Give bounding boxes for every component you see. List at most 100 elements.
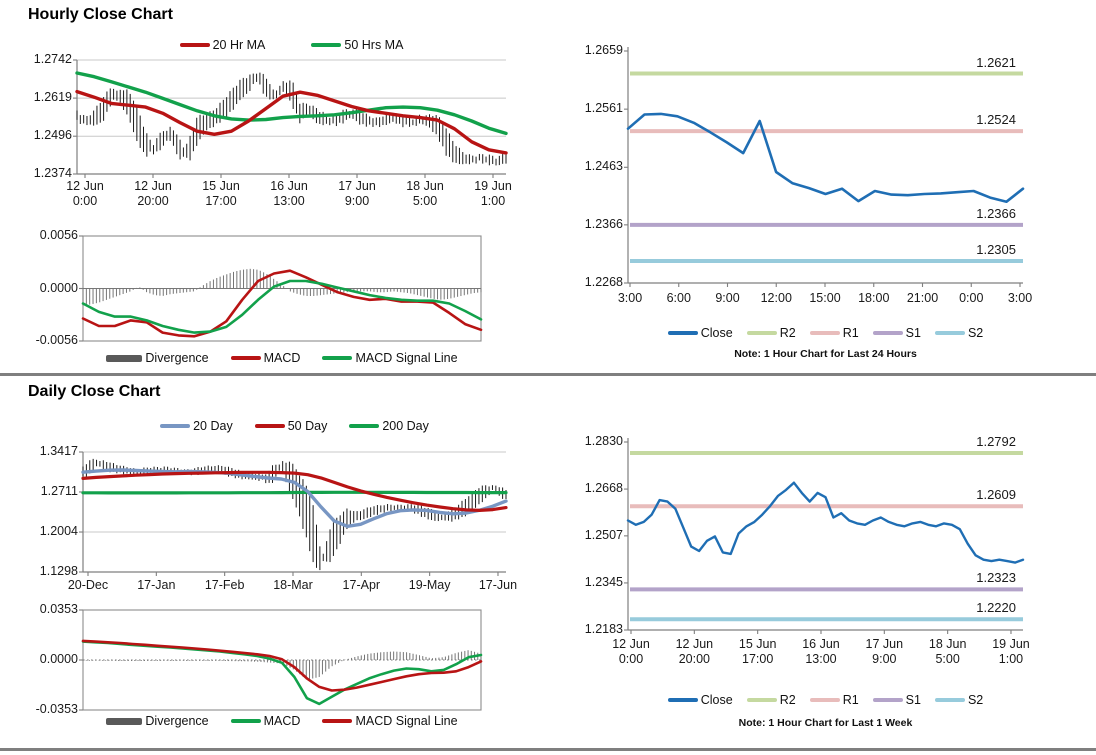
legend-swatch-icon xyxy=(349,424,380,428)
series-200-day xyxy=(81,490,508,495)
y-tick-label: 1.2619 xyxy=(33,90,72,105)
series-50-day xyxy=(81,470,508,512)
y-tick-label: 1.2668 xyxy=(584,481,623,496)
y-tick-label: -0.0353 xyxy=(35,702,78,716)
y-tick-label: 1.2507 xyxy=(584,527,623,542)
x-tick-label: 15 Jun 17:00 xyxy=(202,179,240,208)
legend-label: S1 xyxy=(905,326,921,340)
close_24h-legend: Close R2 R1 S1 S2 xyxy=(628,326,1023,340)
legend-swatch-icon xyxy=(179,43,210,47)
legend-label: MACD Signal Line xyxy=(355,714,458,728)
y-tick-label: 1.2374 xyxy=(33,166,72,180)
level-label-s1: 1.2366 xyxy=(976,205,1016,221)
hourly-section-title: Hourly Close Chart xyxy=(28,6,173,23)
y-tick-label: 0.0000 xyxy=(39,280,78,295)
legend-item-divergence: Divergence xyxy=(106,351,209,365)
level-label-r2: 1.2621 xyxy=(976,54,1016,70)
legend-label: 50 Hrs MA xyxy=(344,38,404,52)
legend-swatch-icon xyxy=(872,698,903,702)
legend-item-r1: R1 xyxy=(809,326,859,340)
series-macd-signal-line xyxy=(81,279,483,334)
x-tick-label: 17-Apr xyxy=(342,578,381,592)
x-tick-label: 3:00 xyxy=(617,291,643,305)
x-tick-label: 19-May xyxy=(408,578,451,592)
x-tick-label: 0:00 xyxy=(959,291,984,305)
x-tick-label: 12 Jun 20:00 xyxy=(134,179,172,208)
legend-swatch-icon xyxy=(934,698,965,702)
level-label-s2: 1.2220 xyxy=(976,600,1016,616)
legend-label: Close xyxy=(700,326,733,340)
series-20-hr-ma xyxy=(75,89,508,155)
y-tick-label: 1.2004 xyxy=(39,524,78,539)
legend-item-s2: S2 xyxy=(934,693,983,707)
x-tick-label: 19 Jun 1:00 xyxy=(992,637,1030,666)
y-tick-label: 1.2463 xyxy=(584,159,623,174)
legend-label: MACD xyxy=(263,714,301,728)
series-macd xyxy=(81,269,483,338)
legend-item-20-hr-ma: 20 Hr MA xyxy=(179,38,266,52)
x-tick-label: 15:00 xyxy=(809,291,841,305)
x-tick-label: 16 Jun 13:00 xyxy=(802,637,840,666)
daily_price-legend: 20 Day 50 Day 200 Day xyxy=(83,419,506,433)
close_week-legend: Close R2 R1 S1 S2 xyxy=(628,693,1023,707)
level-label-r1: 1.2609 xyxy=(976,487,1016,503)
legend-label: 20 Day xyxy=(193,419,233,433)
legend-label: 20 Hr MA xyxy=(212,38,266,52)
x-tick-label: 18 Jun 5:00 xyxy=(406,179,444,208)
x-tick-label: 17-Feb xyxy=(204,578,245,592)
x-tick-label: 12 Jun 0:00 xyxy=(612,637,650,666)
x-tick-label: 12 Jun 0:00 xyxy=(66,179,104,208)
legend-item-s2: S2 xyxy=(934,326,984,340)
legend-swatch-icon xyxy=(809,331,840,335)
y-tick-label: 1.1298 xyxy=(39,564,78,578)
x-tick-label: 18:00 xyxy=(858,291,890,305)
level-label-s1: 1.2323 xyxy=(976,570,1016,586)
legend-item-macd-signal-line: MACD Signal Line xyxy=(322,351,458,365)
legend-label: R2 xyxy=(779,326,796,340)
legend-swatch-icon xyxy=(934,331,965,335)
legend-label: S2 xyxy=(967,326,984,340)
y-tick-label: 1.2366 xyxy=(584,216,623,231)
legend-item-macd-signal-line: MACD Signal Line xyxy=(322,714,458,728)
y-tick-label: 0.0353 xyxy=(39,602,78,616)
note-24h: Note: 1 Hour Chart for Last 24 Hours xyxy=(734,348,917,360)
y-tick-label: 1.3417 xyxy=(39,444,78,458)
legend-swatch-icon xyxy=(322,719,353,723)
legend-item-divergence: Divergence xyxy=(106,714,209,728)
legend-swatch-icon xyxy=(322,356,353,360)
legend-swatch-icon xyxy=(667,331,698,335)
series-macd-signal-line xyxy=(81,639,483,692)
y-tick-label: 1.2183 xyxy=(584,622,623,636)
legend-item-s1: S1 xyxy=(872,693,921,707)
x-tick-label: 18-Mar xyxy=(273,578,313,592)
y-tick-label: 1.2345 xyxy=(584,574,623,589)
level-label-r1: 1.2524 xyxy=(976,112,1016,128)
section-divider xyxy=(0,373,1096,376)
series-20-day xyxy=(81,468,508,528)
legend-swatch-icon xyxy=(872,331,903,335)
daily-section-title: Daily Close Chart xyxy=(28,383,161,400)
y-tick-label: 1.2268 xyxy=(584,275,623,289)
y-tick-label: 1.2742 xyxy=(33,52,72,66)
hourly_price-legend: 20 Hr MA 50 Hrs MA xyxy=(77,38,506,52)
x-tick-label: 19 Jun 1:00 xyxy=(474,179,512,208)
legend-label: R1 xyxy=(842,693,859,707)
legend-label: Divergence xyxy=(145,714,209,728)
y-tick-label: 1.2561 xyxy=(584,101,623,116)
legend-swatch-icon xyxy=(230,356,261,360)
x-tick-label: 9:00 xyxy=(715,291,740,305)
legend-swatch-icon xyxy=(311,43,342,47)
legend-label: R2 xyxy=(779,693,796,707)
daily_macd-legend: Divergence MACD MACD Signal Line xyxy=(83,714,481,728)
legend-item-r1: R1 xyxy=(809,693,859,707)
y-tick-label: 0.0000 xyxy=(39,652,78,666)
x-tick-label: 12 Jun 20:00 xyxy=(675,637,714,666)
legend-swatch-icon xyxy=(809,698,840,702)
legend-item-macd: MACD xyxy=(230,714,301,728)
legend-swatch-icon xyxy=(667,698,698,702)
y-tick-label: 1.2496 xyxy=(33,128,72,143)
legend-item-200-day: 200 Day xyxy=(349,419,429,433)
x-tick-label: 3:00 xyxy=(1007,291,1033,305)
legend-swatch-icon xyxy=(746,698,777,702)
y-tick-label: -0.0056 xyxy=(35,333,78,347)
